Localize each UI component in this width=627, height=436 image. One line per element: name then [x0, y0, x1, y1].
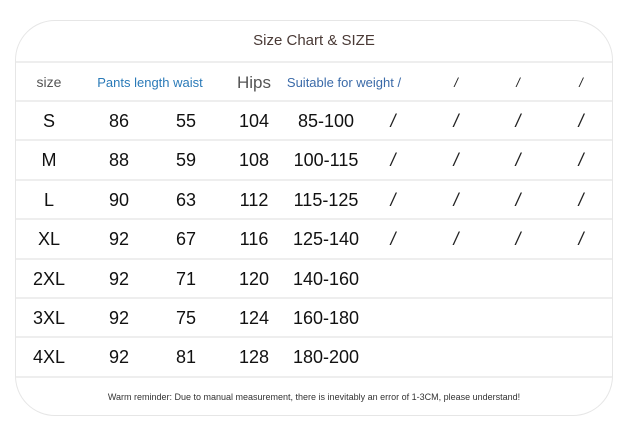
table-row: M 88 59 108 100-115 / / / / [16, 139, 612, 180]
cell-waist: 55 [175, 111, 197, 131]
cell-weight: 115-125 [293, 189, 359, 210]
header-row: size Pants length waist Hips Suitable fo… [16, 61, 612, 102]
cell-size: XL [37, 229, 61, 250]
cell-size: 2XL [32, 268, 66, 289]
cell-slash: / [515, 189, 521, 210]
cell-waist: 81 [175, 347, 197, 368]
cell-slash: / [515, 111, 521, 131]
header-hips: Hips [236, 73, 272, 92]
warm-reminder: Warm reminder: Due to manual measurement… [16, 376, 612, 415]
cell-slash: / [578, 111, 584, 131]
table-row: 4XL 92 81 128 180-200 [16, 336, 612, 377]
cell-waist: 59 [175, 150, 197, 171]
cell-hips: 108 [238, 150, 270, 171]
cell-slash: / [515, 150, 521, 171]
cell-hips: 112 [239, 189, 269, 210]
cell-slash: / [453, 229, 459, 250]
cell-slash: / [578, 150, 584, 171]
cell-hips: 120 [238, 268, 270, 289]
cell-slash: / [390, 150, 396, 171]
cell-hips: 116 [239, 229, 269, 250]
cell-weight: 125-140 [292, 229, 360, 250]
cell-waist: 63 [175, 189, 197, 210]
cell-slash: / [390, 111, 396, 131]
cell-hips: 128 [238, 347, 270, 368]
cell-length: 92 [108, 347, 130, 368]
cell-size: M [41, 150, 57, 171]
table-row: 2XL 92 71 120 140-160 [16, 257, 612, 299]
cell-length: 88 [108, 150, 130, 171]
header-weight: Suitable for weight / [286, 75, 402, 90]
cell-slash: / [515, 229, 521, 250]
cell-length: 92 [108, 308, 130, 328]
cell-length: 92 [108, 268, 130, 289]
cell-slash: / [578, 229, 584, 250]
header-slash: / [579, 75, 583, 90]
cell-slash: / [453, 189, 459, 210]
table-row: L 90 63 112 115-125 / / / / [16, 178, 612, 220]
chart-title: Size Chart & SIZE [253, 32, 375, 49]
cell-length: 86 [108, 111, 130, 131]
header-slash: / [516, 75, 520, 90]
cell-weight: 100-115 [293, 150, 359, 171]
cell-length: 90 [108, 189, 130, 210]
cell-slash: / [453, 150, 459, 171]
cell-weight: 180-200 [292, 347, 360, 368]
cell-slash: / [390, 189, 396, 210]
cell-waist: 75 [175, 308, 197, 328]
table-row: S 86 55 104 85-100 / / / / [16, 100, 612, 141]
cell-waist: 71 [175, 268, 197, 289]
cell-waist: 67 [175, 229, 197, 250]
cell-slash: / [453, 111, 459, 131]
cell-size: 4XL [32, 347, 66, 368]
cell-length: 92 [108, 229, 130, 250]
cell-hips: 124 [238, 308, 270, 328]
table-row: XL 92 67 116 125-140 / / / / [16, 218, 612, 259]
cell-weight: 85-100 [297, 111, 355, 131]
table-row: 3XL 92 75 124 160-180 [16, 297, 612, 338]
cell-hips: 104 [238, 111, 270, 131]
cell-slash: / [578, 189, 584, 210]
header-slash: / [454, 75, 458, 90]
size-chart-card: Size Chart & SIZE size Pants length wais… [15, 20, 613, 416]
cell-size: S [42, 111, 56, 131]
cell-weight: 160-180 [292, 308, 360, 328]
cell-size: L [43, 189, 55, 210]
cell-size: 3XL [32, 308, 66, 328]
cell-weight: 140-160 [292, 268, 360, 289]
header-pants-length-waist: Pants length waist [97, 75, 203, 90]
header-size: size [36, 74, 62, 90]
cell-slash: / [390, 229, 396, 250]
